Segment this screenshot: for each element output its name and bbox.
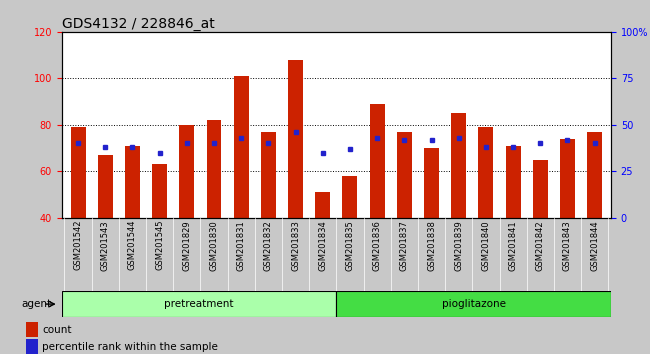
Text: GSM201840: GSM201840 <box>482 220 490 270</box>
Text: GSM201838: GSM201838 <box>427 220 436 271</box>
Bar <box>506 146 521 218</box>
Text: GDS4132 / 228846_at: GDS4132 / 228846_at <box>62 17 214 31</box>
Bar <box>343 176 358 218</box>
Text: pioglitazone: pioglitazone <box>442 299 506 309</box>
Text: percentile rank within the sample: percentile rank within the sample <box>42 342 218 352</box>
Text: GSM201842: GSM201842 <box>536 220 545 270</box>
Bar <box>152 164 167 218</box>
Bar <box>207 120 222 218</box>
Bar <box>397 132 412 218</box>
Bar <box>98 155 112 218</box>
Text: agent: agent <box>21 299 52 309</box>
Text: GSM201835: GSM201835 <box>345 220 354 271</box>
Text: GSM201837: GSM201837 <box>400 220 409 271</box>
Text: GSM201545: GSM201545 <box>155 220 164 270</box>
Bar <box>478 127 493 218</box>
Text: pretreatment: pretreatment <box>164 299 234 309</box>
Text: GSM201831: GSM201831 <box>237 220 246 271</box>
Text: GSM201841: GSM201841 <box>508 220 517 270</box>
Text: GSM201829: GSM201829 <box>183 220 191 270</box>
Text: GSM201843: GSM201843 <box>563 220 572 271</box>
Text: GSM201839: GSM201839 <box>454 220 463 271</box>
Bar <box>587 132 602 218</box>
Text: GSM201836: GSM201836 <box>372 220 382 271</box>
Bar <box>234 76 249 218</box>
Bar <box>370 104 385 218</box>
Bar <box>71 127 86 218</box>
Text: GSM201543: GSM201543 <box>101 220 110 270</box>
Bar <box>451 113 466 218</box>
Bar <box>560 139 575 218</box>
Bar <box>288 60 303 218</box>
Bar <box>62 291 337 317</box>
Bar <box>424 148 439 218</box>
Bar <box>533 160 548 218</box>
Text: GSM201830: GSM201830 <box>209 220 218 271</box>
Bar <box>315 192 330 218</box>
Bar <box>26 322 38 337</box>
Text: GSM201542: GSM201542 <box>73 220 83 270</box>
Bar <box>125 146 140 218</box>
Bar <box>337 291 611 317</box>
Text: GSM201833: GSM201833 <box>291 220 300 271</box>
Bar <box>179 125 194 218</box>
Text: count: count <box>42 325 72 335</box>
Text: GSM201844: GSM201844 <box>590 220 599 270</box>
Text: GSM201544: GSM201544 <box>128 220 137 270</box>
Bar <box>261 132 276 218</box>
Text: GSM201834: GSM201834 <box>318 220 328 271</box>
Text: GSM201832: GSM201832 <box>264 220 273 271</box>
Bar <box>26 339 38 354</box>
